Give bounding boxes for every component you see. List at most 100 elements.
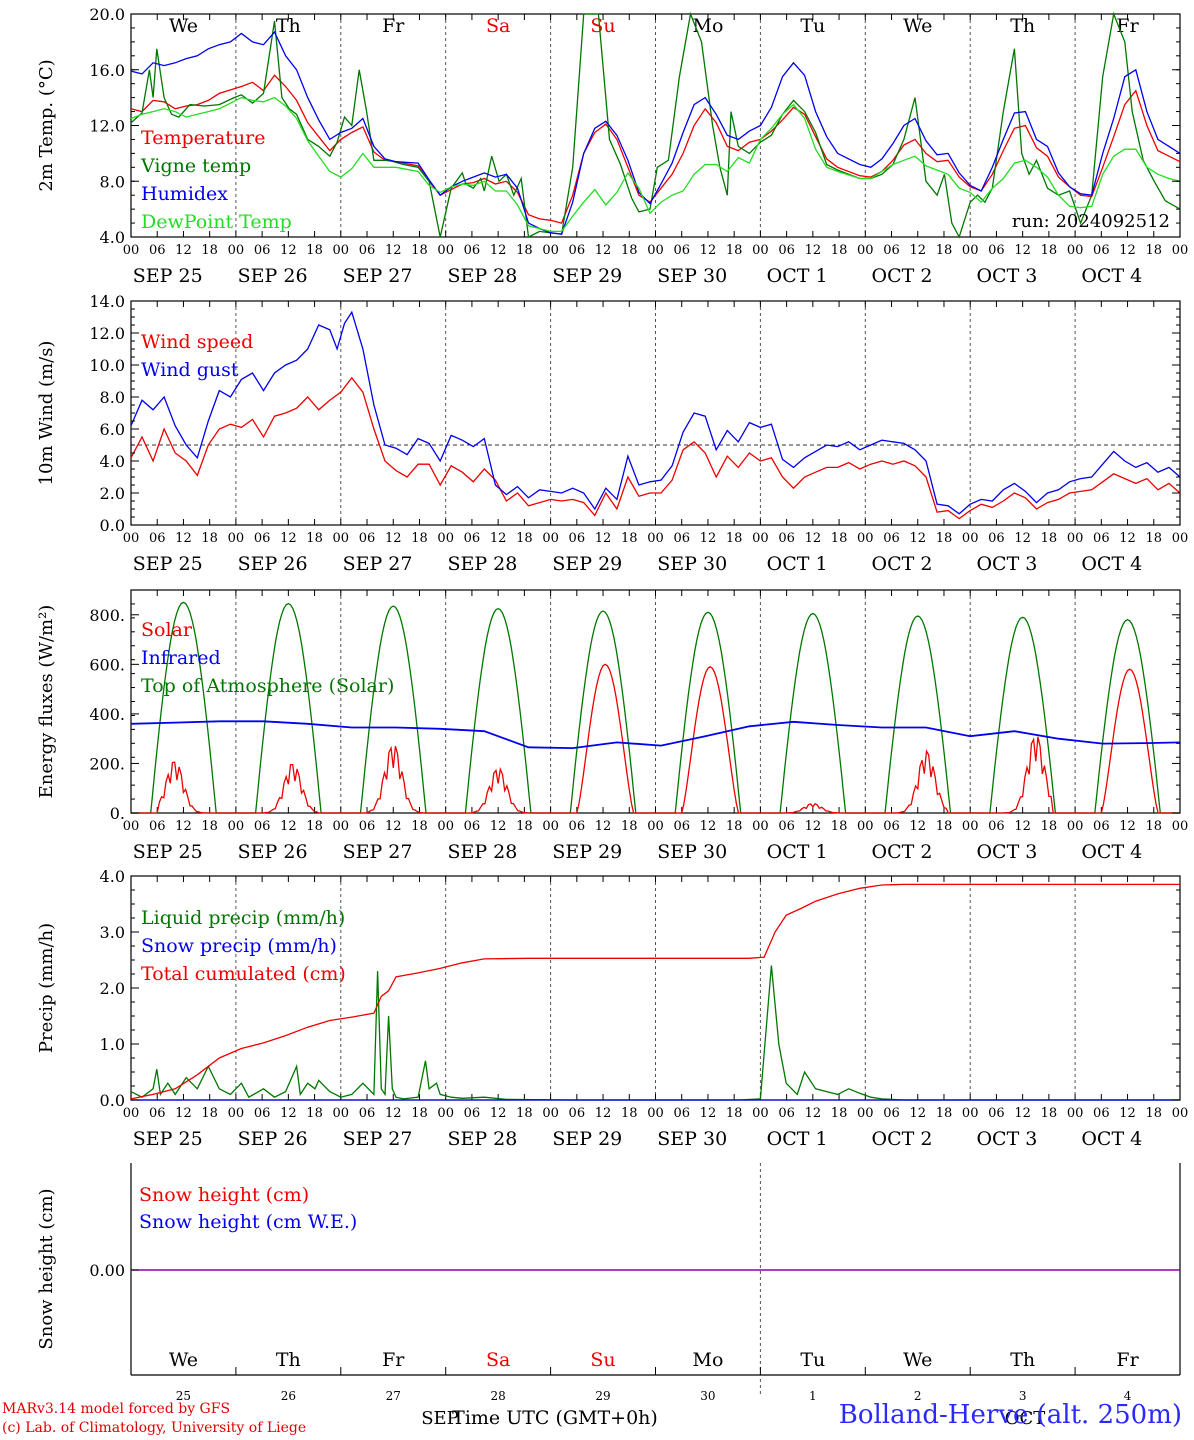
hour-tick-label: 00 <box>437 819 454 834</box>
hour-tick-label: 00 <box>857 243 874 258</box>
hour-tick-label: 06 <box>778 531 795 546</box>
hour-tick-label: 12 <box>385 1106 402 1121</box>
hour-tick-label: 00 <box>752 531 769 546</box>
hour-tick-label: 18 <box>936 243 953 258</box>
date-tick-label: SEP 28 <box>447 1128 517 1150</box>
date-tick-label: OCT 3 <box>976 265 1037 287</box>
hour-tick-label: 00 <box>123 1106 140 1121</box>
day-number-label: 3 <box>1019 1389 1027 1403</box>
hour-tick-label: 18 <box>831 531 848 546</box>
month-label: SEP <box>421 1408 459 1429</box>
hour-tick-label: 00 <box>333 531 350 546</box>
date-tick-label: SEP 26 <box>238 841 308 863</box>
y-tick-label: 14.0 <box>89 292 125 311</box>
hour-tick-label: 06 <box>254 819 271 834</box>
hour-tick-label: 18 <box>1146 1106 1163 1121</box>
day-number-label: 26 <box>281 1389 296 1403</box>
date-tick-label: SEP 30 <box>657 841 727 863</box>
y-tick-label: 1.0 <box>100 1035 125 1054</box>
hour-tick-label: 18 <box>306 1106 323 1121</box>
series-line <box>130 376 1181 520</box>
hour-tick-label: 12 <box>700 1106 717 1121</box>
day-name-label: We <box>169 1349 198 1371</box>
y-axis-title: 10m Wind (m/s) <box>36 341 57 486</box>
day-name-label: Tu <box>800 1349 825 1371</box>
hour-tick-label: 12 <box>1119 243 1136 258</box>
hour-tick-label: 00 <box>1067 531 1084 546</box>
hour-tick-label: 18 <box>201 1106 218 1121</box>
hour-tick-label: 12 <box>909 1106 926 1121</box>
toa-solar-day <box>655 611 761 814</box>
hour-tick-label: 06 <box>254 531 271 546</box>
toa-solar-day <box>970 616 1076 814</box>
y-tick-label: 0.0 <box>100 516 125 535</box>
toa-solar-day <box>760 612 866 814</box>
hour-tick-label: 00 <box>542 531 559 546</box>
legend-entry: Liquid precip (mm/h) <box>141 907 345 929</box>
panel-frame <box>130 13 1181 238</box>
hour-tick-label: 06 <box>149 243 166 258</box>
hour-tick-label: 06 <box>359 243 376 258</box>
date-tick-label: SEP 26 <box>238 265 308 287</box>
hour-tick-label: 18 <box>936 531 953 546</box>
solar-day <box>131 761 236 814</box>
hour-tick-label: 06 <box>359 1106 376 1121</box>
legend-entry: Wind speed <box>141 331 253 353</box>
hour-tick-label: 18 <box>726 243 743 258</box>
hour-tick-label: 00 <box>333 819 350 834</box>
hour-tick-label: 06 <box>1093 243 1110 258</box>
series-line <box>130 96 1181 233</box>
hour-tick-label: 18 <box>306 243 323 258</box>
hour-tick-label: 00 <box>647 243 664 258</box>
hour-tick-label: 06 <box>883 1106 900 1121</box>
run-annotation: run: 2024092512 <box>1012 211 1170 232</box>
date-tick-label: SEP 28 <box>447 553 517 575</box>
hour-tick-label: 18 <box>411 531 428 546</box>
hour-tick-label: 06 <box>359 819 376 834</box>
hour-tick-label: 06 <box>988 819 1005 834</box>
hour-tick-label: 12 <box>595 1106 612 1121</box>
hour-tick-label: 18 <box>621 531 638 546</box>
hour-tick-label: 00 <box>437 243 454 258</box>
day-name-label: Fr <box>1116 1349 1139 1371</box>
hour-tick-label: 06 <box>778 243 795 258</box>
series-line <box>130 11 1181 239</box>
hour-tick-label: 00 <box>123 819 140 834</box>
hour-tick-label: 06 <box>778 819 795 834</box>
day-name-label: We <box>169 15 198 37</box>
legend-entry: Top of Atmosphere (Solar) <box>141 675 394 697</box>
hour-tick-label: 18 <box>516 243 533 258</box>
hour-tick-label: 06 <box>988 243 1005 258</box>
hour-tick-label: 12 <box>490 1106 507 1121</box>
toa-solar-day <box>1075 618 1180 814</box>
y-tick-label: 8.0 <box>100 172 125 191</box>
day-name-label: Th <box>1010 1349 1035 1371</box>
y-axis-title: Snow height (cm) <box>36 1188 57 1349</box>
date-tick-label: OCT 2 <box>872 841 933 863</box>
hour-tick-label: 18 <box>726 819 743 834</box>
legend-entry: Snow precip (mm/h) <box>141 935 337 957</box>
hour-tick-label: 06 <box>149 819 166 834</box>
hour-tick-label: 12 <box>385 243 402 258</box>
y-tick-label: 0.0 <box>100 1091 125 1110</box>
y-tick-label: 12.0 <box>89 117 125 136</box>
day-name-label: Su <box>590 15 615 37</box>
hour-tick-label: 12 <box>1014 819 1031 834</box>
y-tick-label: 12.0 <box>89 324 125 343</box>
y-tick-label: 8.0 <box>100 388 125 407</box>
series-line <box>130 883 1180 1100</box>
hour-tick-label: 12 <box>280 1106 297 1121</box>
hour-tick-label: 18 <box>201 531 218 546</box>
hour-tick-label: 18 <box>936 1106 953 1121</box>
hour-tick-label: 00 <box>1067 1106 1084 1121</box>
day-name-label: We <box>903 15 932 37</box>
date-tick-label: OCT 3 <box>976 1128 1037 1150</box>
y-tick-label: 0.00 <box>89 1261 125 1280</box>
hour-tick-label: 18 <box>831 243 848 258</box>
hour-tick-label: 18 <box>1146 531 1163 546</box>
legend-entry: Solar <box>141 619 193 641</box>
y-tick-label: 400. <box>89 705 125 724</box>
day-number-label: 4 <box>1124 1389 1132 1403</box>
hour-tick-label: 00 <box>228 531 245 546</box>
hour-tick-label: 00 <box>647 819 664 834</box>
